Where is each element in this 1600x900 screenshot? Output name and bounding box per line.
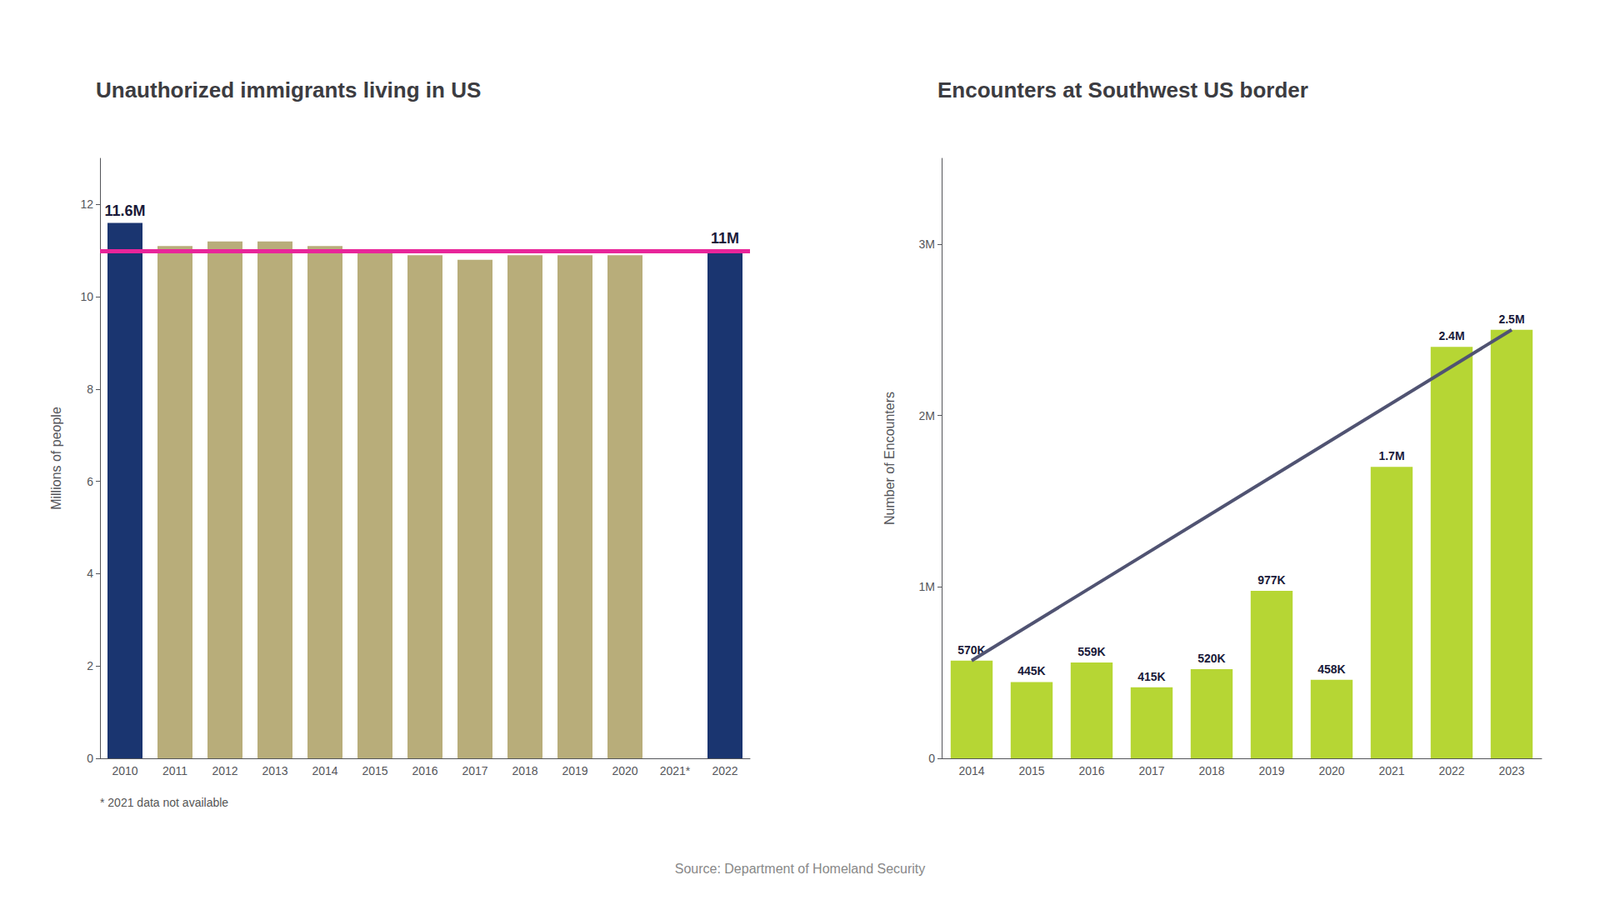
svg-text:2014: 2014 (311, 764, 338, 778)
svg-text:11.6M: 11.6M (104, 202, 145, 220)
svg-text:559K: 559K (1077, 645, 1105, 659)
svg-text:Encounters at Southwest US bor: Encounters at Southwest US border (937, 77, 1309, 103)
svg-text:2016: 2016 (1078, 764, 1105, 778)
svg-text:2023: 2023 (1498, 764, 1525, 778)
svg-text:0: 0 (928, 751, 935, 765)
svg-text:1.7M: 1.7M (1378, 449, 1405, 463)
svg-text:2019: 2019 (1258, 764, 1285, 778)
svg-text:3M: 3M (919, 237, 935, 251)
svg-text:* 2021 data not available: * 2021 data not available (100, 795, 229, 810)
svg-text:2015: 2015 (1018, 764, 1045, 778)
svg-text:12: 12 (80, 197, 94, 211)
svg-text:570K: 570K (957, 643, 986, 657)
svg-text:0: 0 (86, 751, 94, 765)
svg-text:2M: 2M (919, 409, 935, 423)
svg-text:2021*: 2021* (660, 764, 691, 778)
svg-text:445K: 445K (1017, 664, 1045, 678)
svg-text:11M: 11M (710, 230, 740, 247)
svg-text:Source: Department of Homeland: Source: Department of Homeland Security (675, 861, 926, 876)
svg-text:2018: 2018 (511, 764, 538, 778)
svg-text:2014: 2014 (958, 764, 985, 778)
svg-text:Number of Encounters: Number of Encounters (882, 391, 897, 525)
svg-text:2012: 2012 (211, 764, 238, 778)
svg-text:2022: 2022 (711, 764, 738, 778)
svg-text:2013: 2013 (261, 764, 288, 778)
svg-text:2021: 2021 (1378, 764, 1405, 778)
svg-text:2018: 2018 (1198, 764, 1225, 778)
svg-text:2015: 2015 (361, 764, 388, 778)
svg-text:2020: 2020 (611, 764, 638, 778)
svg-text:458K: 458K (1317, 662, 1345, 676)
svg-text:Unauthorized immigrants living: Unauthorized immigrants living in US (95, 77, 481, 103)
svg-text:2017: 2017 (461, 764, 488, 778)
svg-text:10: 10 (80, 290, 94, 304)
svg-text:520K: 520K (1197, 651, 1225, 665)
svg-text:2010: 2010 (111, 764, 138, 778)
svg-text:2011: 2011 (162, 764, 188, 778)
svg-text:1M: 1M (919, 580, 935, 594)
svg-text:2017: 2017 (1138, 764, 1165, 778)
svg-text:6: 6 (86, 475, 94, 489)
svg-text:415K: 415K (1137, 670, 1165, 684)
svg-text:4: 4 (86, 566, 94, 580)
svg-text:Millions of people: Millions of people (49, 406, 64, 510)
svg-text:2019: 2019 (561, 764, 588, 778)
svg-text:2022: 2022 (1438, 764, 1465, 778)
svg-text:2016: 2016 (411, 764, 438, 778)
svg-text:2.4M: 2.4M (1438, 329, 1465, 343)
svg-text:2020: 2020 (1318, 764, 1345, 778)
svg-text:977K: 977K (1257, 573, 1285, 587)
svg-text:2.5M: 2.5M (1498, 312, 1525, 326)
svg-text:8: 8 (86, 382, 94, 396)
svg-text:2: 2 (86, 659, 94, 673)
